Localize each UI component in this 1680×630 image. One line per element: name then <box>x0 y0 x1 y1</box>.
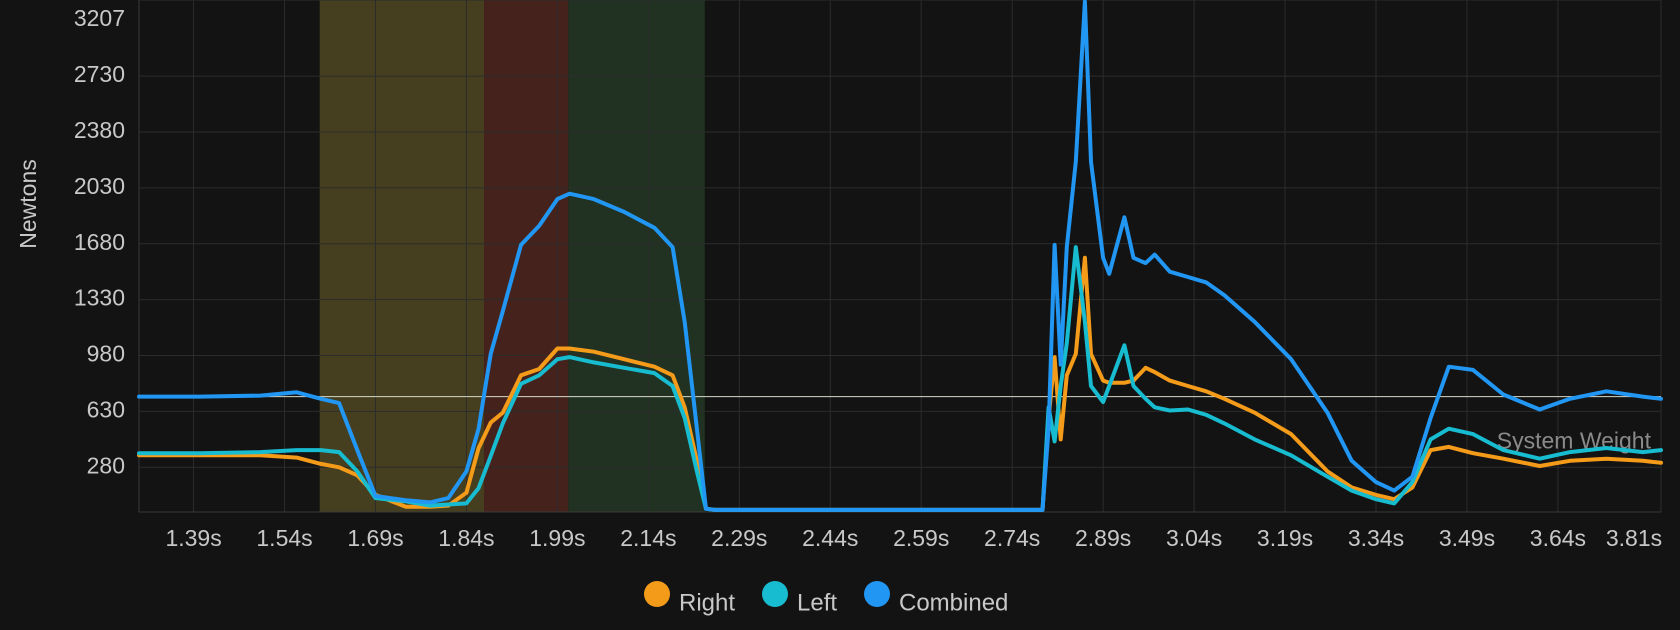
y-tick-label: 1680 <box>74 229 125 255</box>
x-tick-label: 3.34s <box>1348 525 1404 551</box>
x-tick-label: 3.64s <box>1530 525 1586 551</box>
x-tick-label: 3.49s <box>1439 525 1495 551</box>
x-tick-label: 3.81s <box>1606 525 1662 551</box>
y-tick-label: 980 <box>87 341 125 367</box>
x-tick-label: 2.89s <box>1075 525 1131 551</box>
legend-marker <box>864 581 890 607</box>
y-tick-label: 2380 <box>74 117 125 143</box>
x-tick-label: 3.19s <box>1257 525 1313 551</box>
y-tick-label: 1330 <box>74 285 125 311</box>
phase-region <box>568 0 705 512</box>
phase-region <box>484 0 569 512</box>
x-tick-label: 2.74s <box>984 525 1040 551</box>
x-tick-label: 3.04s <box>1166 525 1222 551</box>
y-tick-label: 630 <box>87 396 125 422</box>
legend-label: Combined <box>899 589 1008 616</box>
y-tick-label: 2030 <box>74 173 125 199</box>
y-axis-title: Newtons <box>15 159 41 248</box>
x-tick-label: 2.44s <box>802 525 858 551</box>
y-tick-label: 2730 <box>74 61 125 87</box>
legend-label: Left <box>797 589 837 616</box>
x-tick-label: 2.59s <box>893 525 949 551</box>
y-tick-label: 280 <box>87 452 125 478</box>
phase-region <box>319 0 485 512</box>
x-tick-label: 1.69s <box>347 525 403 551</box>
x-tick-label: 1.99s <box>529 525 585 551</box>
legend-marker <box>644 581 670 607</box>
x-tick-label: 1.54s <box>256 525 312 551</box>
series-line <box>137 245 1663 512</box>
series-line <box>137 0 1663 512</box>
x-tick-label: 1.84s <box>438 525 494 551</box>
legend-label: Right <box>679 589 735 616</box>
x-tick-label: 2.29s <box>711 525 767 551</box>
x-tick-label: 1.39s <box>165 525 221 551</box>
y-tick-label: 3207 <box>74 5 125 31</box>
x-tick-label: 2.14s <box>620 525 676 551</box>
legend-marker <box>762 581 788 607</box>
